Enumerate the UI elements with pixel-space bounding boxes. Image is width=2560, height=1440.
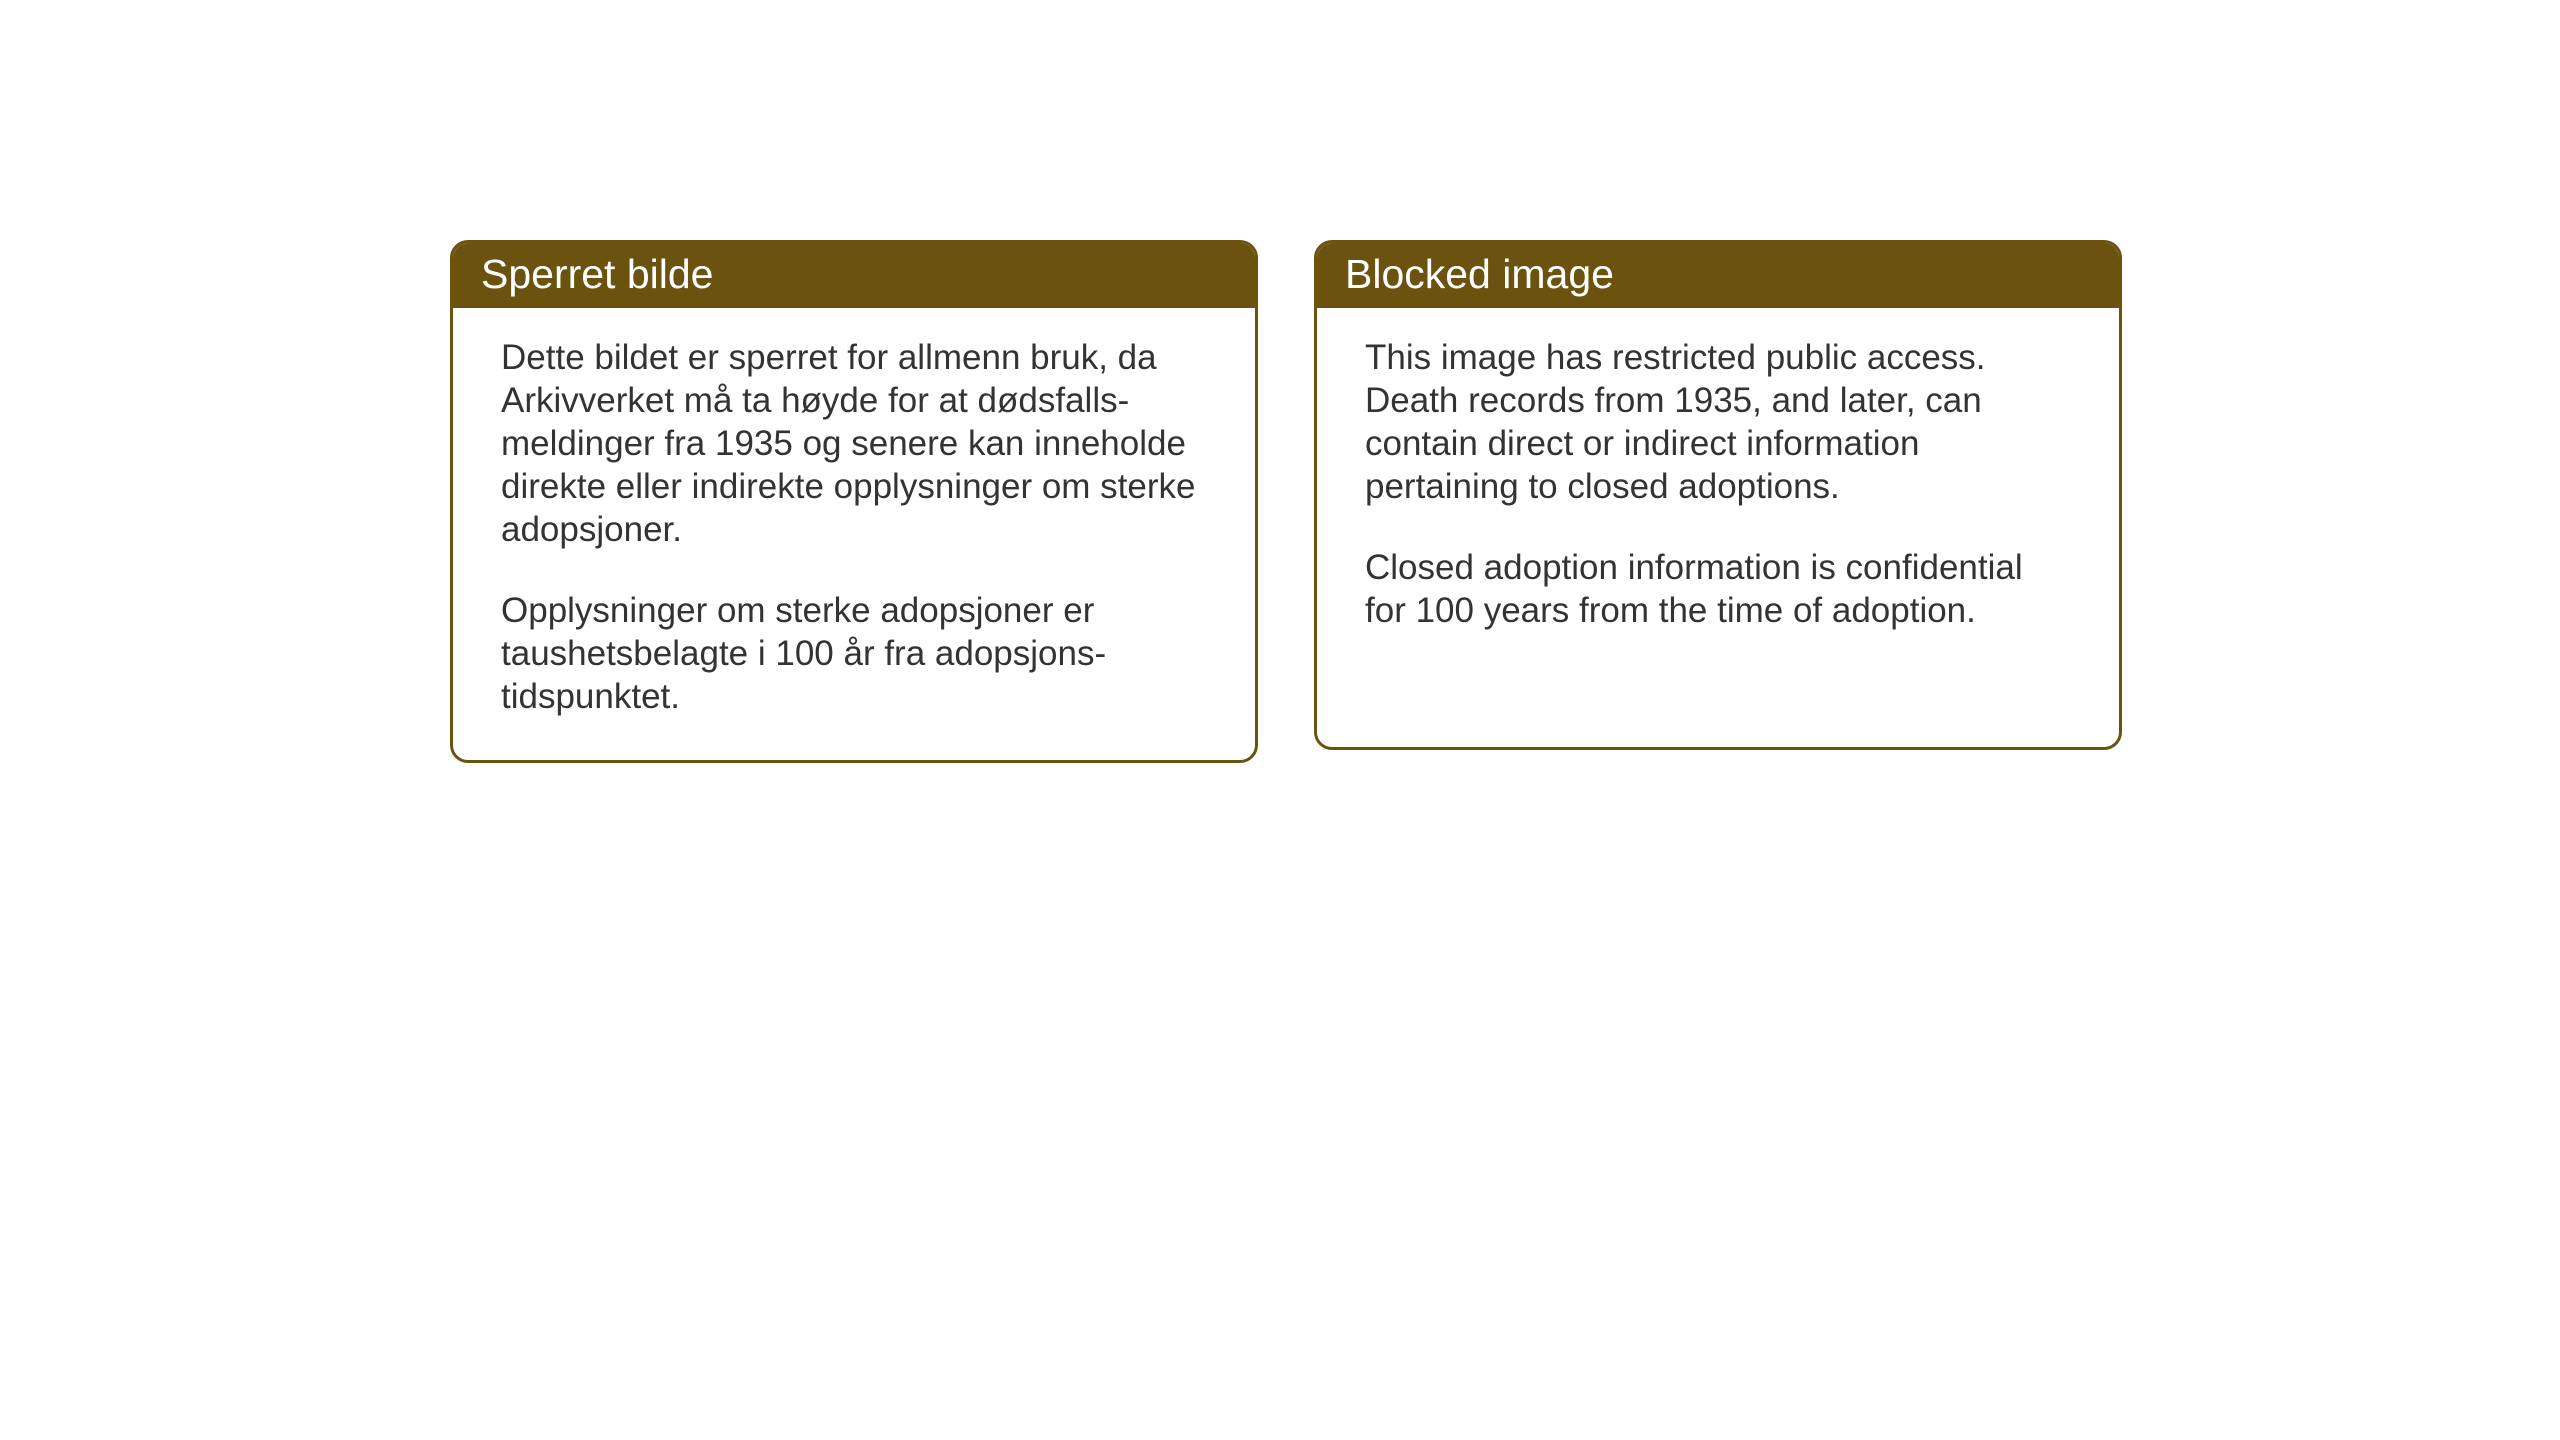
card-title-english: Blocked image (1345, 251, 1614, 297)
card-body-norwegian: Dette bildet er sperret for allmenn bruk… (453, 308, 1255, 760)
card-header-english: Blocked image (1317, 243, 2119, 308)
paragraph-2-norwegian: Opplysninger om sterke adopsjoner er tau… (501, 589, 1207, 718)
paragraph-2-english: Closed adoption information is confident… (1365, 546, 2071, 632)
card-body-english: This image has restricted public access.… (1317, 308, 2119, 674)
paragraph-1-norwegian: Dette bildet er sperret for allmenn bruk… (501, 336, 1207, 551)
card-header-norwegian: Sperret bilde (453, 243, 1255, 308)
paragraph-1-english: This image has restricted public access.… (1365, 336, 2071, 508)
notice-card-norwegian: Sperret bilde Dette bildet er sperret fo… (450, 240, 1258, 763)
notice-container: Sperret bilde Dette bildet er sperret fo… (0, 0, 2560, 763)
notice-card-english: Blocked image This image has restricted … (1314, 240, 2122, 750)
card-title-norwegian: Sperret bilde (481, 251, 713, 297)
